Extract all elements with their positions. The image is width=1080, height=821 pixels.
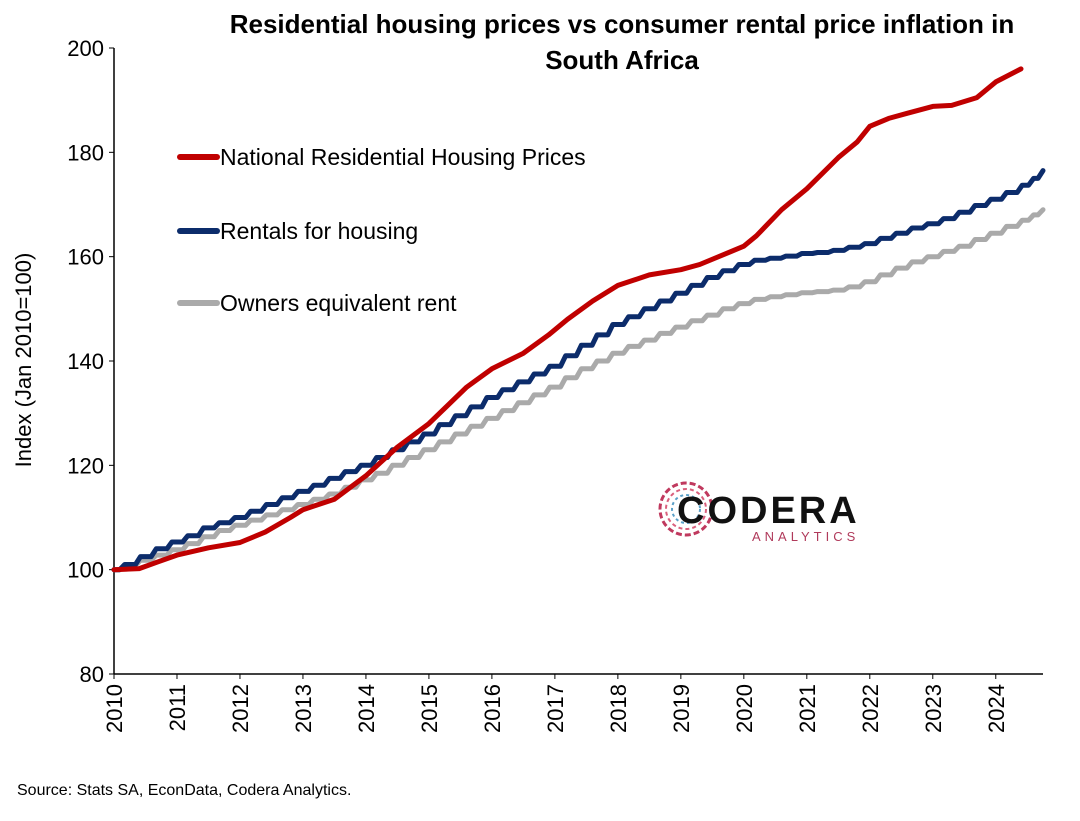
x-tick-label: 2011 xyxy=(165,684,190,731)
logo-subtitle: ANALYTICS xyxy=(752,529,859,544)
chart-title-line-1: Residential housing prices vs consumer r… xyxy=(230,9,1015,39)
series-lines xyxy=(111,66,1046,573)
y-tick-label: 160 xyxy=(67,245,104,270)
axes xyxy=(113,48,1043,675)
legend: National Residential Housing Prices Rent… xyxy=(177,144,586,316)
y-axis-label: Index (Jan 2010=100) xyxy=(11,253,36,468)
y-tick-label: 140 xyxy=(67,349,104,374)
logo-wordmark: CODERA xyxy=(677,490,860,532)
legend-label-housing-prices: National Residential Housing Prices xyxy=(220,144,586,170)
y-axis-ticks: 80 100 120 140 160 180 200 xyxy=(67,36,114,687)
x-tick-label: 2010 xyxy=(102,684,127,733)
x-axis-ticks: 2010 2011 2012 2013 2014 2015 2016 2017 2018 2019… xyxy=(102,674,1009,733)
legend-label-owners-rent: Owners equivalent rent xyxy=(220,290,457,316)
x-tick-label: 2017 xyxy=(543,684,568,733)
x-tick-label: 2013 xyxy=(291,684,316,733)
source-note: Source: Stats SA, EconData, Codera Analy… xyxy=(17,782,351,799)
x-tick-label: 2022 xyxy=(858,684,883,733)
x-tick-label: 2024 xyxy=(984,684,1009,733)
x-tick-label: 2012 xyxy=(228,684,253,733)
series-line-rentals xyxy=(111,168,1046,573)
series-line-housing-prices xyxy=(111,66,1024,573)
y-tick-label: 120 xyxy=(67,453,104,478)
x-tick-label: 2021 xyxy=(795,684,820,733)
y-tick-label: 180 xyxy=(67,140,104,165)
x-tick-label: 2018 xyxy=(606,684,631,733)
y-tick-label: 80 xyxy=(80,662,104,687)
x-tick-label: 2023 xyxy=(921,684,946,733)
series-line-owners-rent xyxy=(111,207,1046,573)
chart-title-line-2: South Africa xyxy=(545,45,699,75)
x-tick-label: 2019 xyxy=(669,684,694,733)
y-tick-label: 100 xyxy=(67,558,104,583)
x-tick-label: 2016 xyxy=(480,684,505,733)
y-tick-label: 200 xyxy=(67,36,104,61)
logo-mark-icon xyxy=(658,481,714,537)
x-tick-label: 2020 xyxy=(732,684,757,733)
x-tick-label: 2015 xyxy=(417,684,442,733)
legend-label-rentals: Rentals for housing xyxy=(220,218,418,244)
codera-logo: CODERA ANALYTICS xyxy=(658,481,860,544)
x-tick-label: 2014 xyxy=(354,684,379,733)
